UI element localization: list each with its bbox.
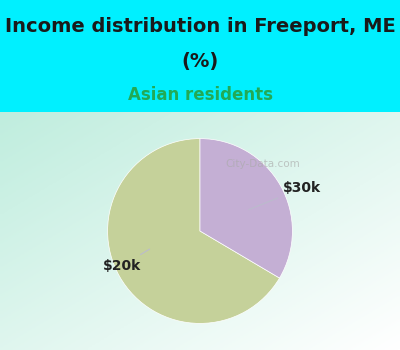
Text: Asian residents: Asian residents: [128, 86, 272, 104]
Text: Income distribution in Freeport, ME: Income distribution in Freeport, ME: [5, 17, 395, 36]
Text: (%): (%): [181, 52, 219, 71]
Wedge shape: [108, 139, 280, 323]
Text: City-Data.com: City-Data.com: [226, 160, 301, 169]
Text: $30k: $30k: [249, 181, 321, 210]
Text: $20k: $20k: [103, 249, 150, 273]
Wedge shape: [200, 139, 292, 278]
